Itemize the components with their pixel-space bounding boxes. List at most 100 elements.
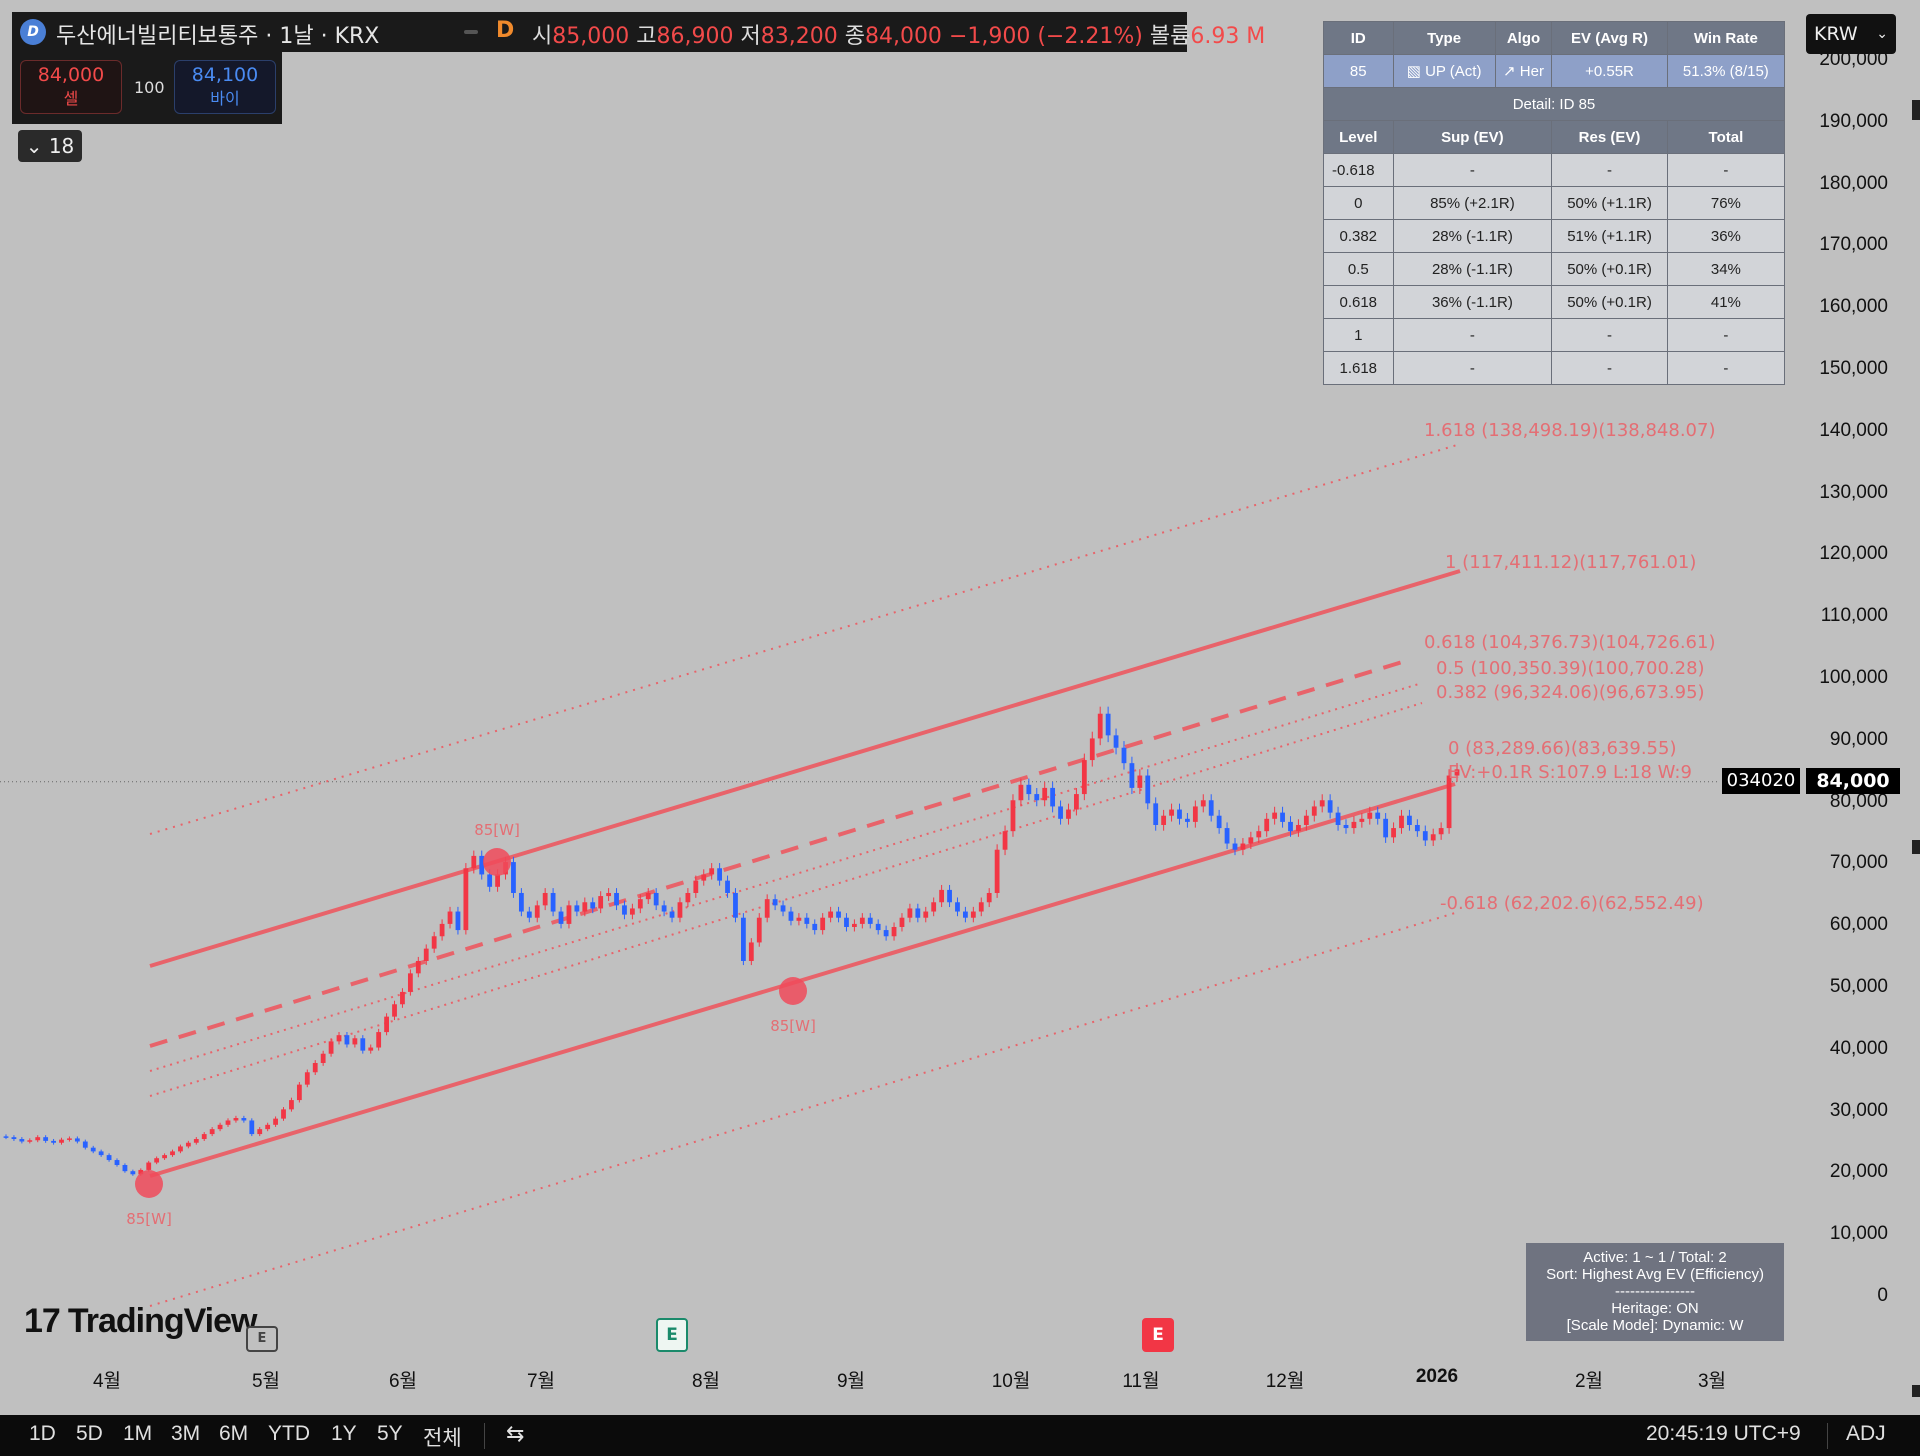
price-axis[interactable]: 200,000 190,000 180,000 170,000 160,000 150,0… [1800, 0, 1910, 1400]
candle [1177, 809, 1182, 819]
candle [27, 1140, 33, 1142]
candle [273, 1118, 278, 1125]
candle [1319, 800, 1325, 807]
candle [1129, 763, 1135, 788]
range-button-1d[interactable]: 1D [29, 1422, 56, 1445]
pivot-label-low1: 85[W] [126, 1210, 172, 1228]
pivot-marker[interactable] [779, 977, 807, 1005]
candle [1288, 821, 1293, 832]
candle [122, 1164, 128, 1172]
symbol-title[interactable]: 두산에너빌리티보통주 · 1날 · KRX [56, 24, 380, 49]
candle [1280, 812, 1285, 822]
candle [844, 917, 849, 927]
range-button-6m[interactable]: 6M [219, 1422, 249, 1445]
candle [931, 902, 937, 912]
candle [170, 1151, 175, 1156]
candle [415, 960, 421, 974]
candle [725, 880, 730, 893]
range-button-1y[interactable]: 1Y [331, 1422, 357, 1445]
candle [1327, 800, 1333, 813]
fib-channel [0, 444, 1720, 1307]
indicators-collapse-button[interactable]: ⌄ 18 [18, 130, 82, 162]
candle [67, 1138, 72, 1140]
earnings-badge-nov[interactable]: E [1142, 1318, 1174, 1352]
candle [1113, 735, 1119, 748]
candle [185, 1142, 191, 1147]
fib-label-1618: 1.618 (138,498.19)(138,848.07) [1424, 420, 1716, 441]
time-label: 10월 [991, 1371, 1031, 1392]
candle [495, 874, 500, 887]
candle [772, 899, 778, 906]
candle [1422, 831, 1428, 841]
status-panel: Active: 1 ~ 1 / Total: 2 Sort: Highest A… [1526, 1243, 1784, 1341]
range-button-3m[interactable]: 3M [171, 1422, 201, 1445]
eye-toggle-icon[interactable] [464, 30, 478, 34]
price-axis-label: 0 [1877, 1285, 1888, 1306]
candle [1399, 815, 1404, 829]
candle [1248, 837, 1254, 844]
candle [74, 1138, 80, 1142]
scrollbar-thumb[interactable] [1912, 100, 1920, 120]
candle [1264, 818, 1270, 832]
currency-select[interactable]: KRW ⌄ [1806, 14, 1896, 54]
candle [645, 892, 651, 900]
range-button-ytd[interactable]: YTD [268, 1422, 310, 1445]
pivot-marker[interactable] [135, 1170, 163, 1198]
candle [590, 902, 596, 909]
candle [1375, 812, 1381, 819]
candle [130, 1171, 136, 1175]
quick-trade-panel: 84,000 셀 100 84,100 바이 [12, 52, 282, 124]
candle [1446, 775, 1452, 829]
timeframe-badge: D [496, 18, 515, 43]
candle [1121, 747, 1127, 764]
symbol-header[interactable]: D 두산에너빌리티보통주 · 1날 · KRX D 시85,000 고86,90… [12, 12, 1265, 52]
candle [915, 908, 921, 918]
adjust-button[interactable]: ADJ [1846, 1422, 1886, 1445]
range-button-5y[interactable]: 5Y [377, 1422, 403, 1445]
candle [836, 911, 841, 918]
candle [209, 1129, 215, 1135]
candle [1018, 784, 1024, 801]
candle [431, 936, 437, 949]
earnings-badge-aug[interactable]: E [656, 1318, 688, 1352]
fib-label-05: 0.5 (100,350.39)(100,700.28) [1436, 658, 1705, 679]
range-button-all[interactable]: 전체 [423, 1427, 462, 1450]
pivot-marker[interactable] [483, 848, 511, 876]
sell-button[interactable]: 84,000 셀 [20, 60, 122, 114]
candle [1050, 787, 1056, 807]
candle [867, 917, 873, 924]
table-row-selected[interactable]: 85 ▧ UP (Act) ↗ Her +0.55R 51.3% (8/15) [1323, 54, 1786, 88]
price-axis-label: 120,000 [1819, 543, 1888, 565]
tradingview-logo[interactable]: 17 TradingView [24, 1302, 257, 1340]
price-axis-label: 30,000 [1829, 1099, 1888, 1121]
price-axis-label: 110,000 [1820, 605, 1888, 627]
candle [701, 874, 707, 881]
price-axis-label: 20,000 [1829, 1161, 1888, 1183]
price-axis-label: 50,000 [1829, 976, 1888, 997]
candle [312, 1062, 318, 1073]
table-row: 0 85% (+2.1R) 50% (+1.1R) 76% [1323, 186, 1786, 220]
candle [511, 862, 516, 893]
clock[interactable]: 20:45:19 UTC+9 [1646, 1422, 1801, 1445]
candle [1137, 775, 1143, 788]
scrollbar[interactable] [1910, 0, 1920, 1400]
time-label: 5월 [251, 1371, 281, 1392]
candle [249, 1120, 255, 1135]
range-button-5d[interactable]: 5D [76, 1422, 103, 1445]
price-axis-label: 190,000 [1819, 110, 1888, 132]
candlestick-chart[interactable] [0, 0, 1800, 1400]
candle [1343, 824, 1349, 829]
fib-line-1 [149, 569, 1461, 968]
candle [1407, 815, 1412, 825]
candle [669, 911, 675, 918]
goto-date-icon[interactable]: ⇆ [506, 1421, 525, 1446]
candle [1097, 713, 1103, 739]
last-price-tag: 84,000 [1806, 768, 1900, 794]
price-axis-label: 150,000 [1819, 358, 1888, 379]
range-button-1m[interactable]: 1M [123, 1422, 153, 1445]
candle [978, 902, 984, 912]
table-row: 1.618- - - [1323, 351, 1786, 385]
candle [479, 855, 485, 875]
buy-button[interactable]: 84,100 바이 [174, 60, 276, 114]
candle [1216, 815, 1222, 829]
